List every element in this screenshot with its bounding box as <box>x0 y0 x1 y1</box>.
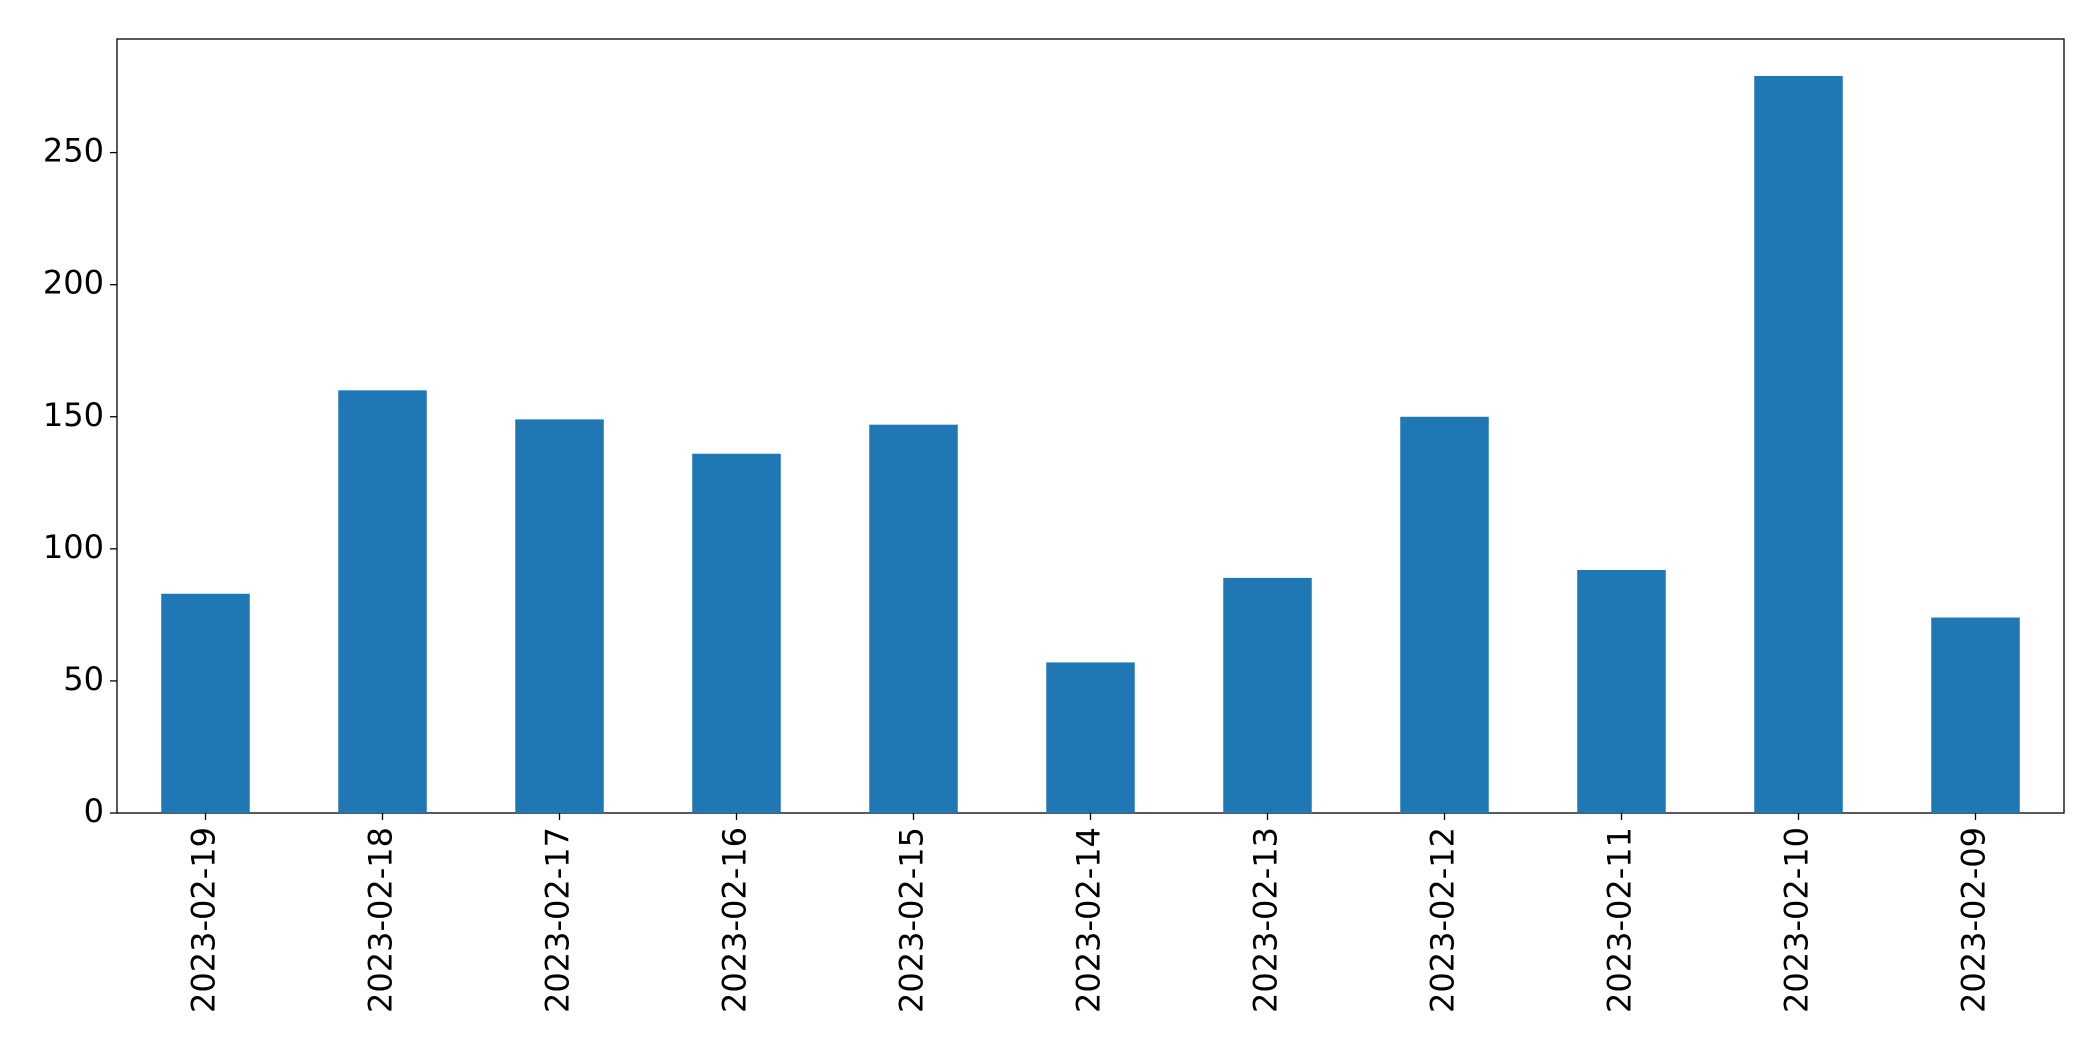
bar <box>692 453 781 813</box>
x-tick-label: 2023-02-14 <box>1070 827 1108 1013</box>
bar <box>1223 577 1312 813</box>
y-tick-label: 0 <box>84 792 104 830</box>
bar <box>1754 75 1843 814</box>
y-tick-label: 250 <box>43 132 104 170</box>
bar <box>1400 416 1489 813</box>
bar <box>515 419 604 813</box>
x-tick-label: 2023-02-16 <box>716 827 754 1013</box>
x-tick-label: 2023-02-13 <box>1247 827 1285 1013</box>
x-tick-label: 2023-02-09 <box>1955 827 1993 1013</box>
x-tick-label: 2023-02-11 <box>1601 827 1639 1013</box>
x-tick-label: 2023-02-15 <box>893 827 931 1013</box>
y-tick-label: 200 <box>43 264 104 302</box>
x-tick-label: 2023-02-12 <box>1424 827 1462 1013</box>
bar <box>161 593 250 813</box>
x-tick-label: 2023-02-18 <box>362 827 400 1013</box>
y-tick-label: 50 <box>63 660 104 698</box>
bar <box>1577 569 1666 813</box>
x-tick-label: 2023-02-17 <box>539 827 577 1013</box>
bar <box>1931 617 2020 813</box>
x-tick-label: 2023-02-10 <box>1778 827 1816 1013</box>
bar <box>869 424 958 813</box>
y-tick-label: 150 <box>43 396 104 434</box>
bar <box>338 390 427 813</box>
bar <box>1046 662 1135 813</box>
x-tick-label: 2023-02-19 <box>185 827 223 1013</box>
y-tick-label: 100 <box>43 528 104 566</box>
